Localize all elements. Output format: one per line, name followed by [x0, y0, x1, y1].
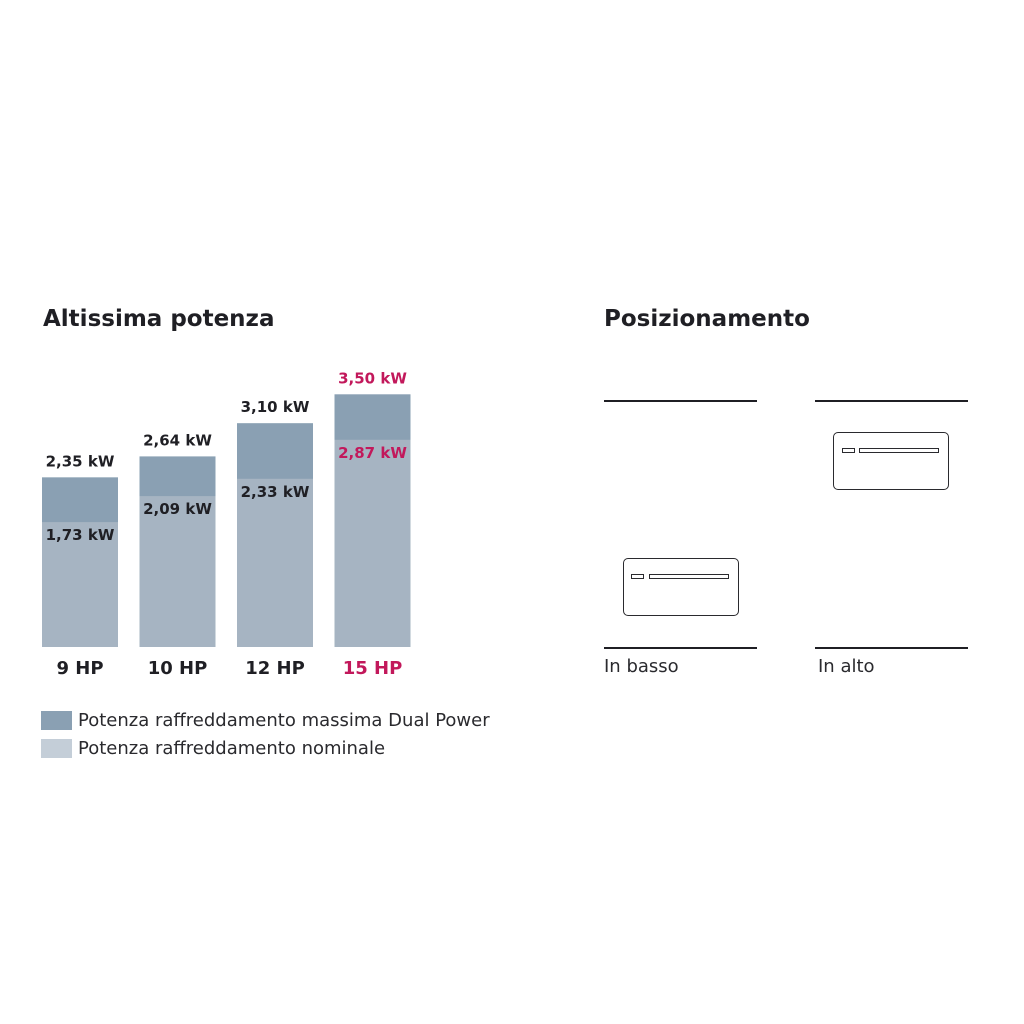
ceiling-line-bottom — [604, 400, 757, 402]
data-label-max-15-hp: 3,50 kW — [338, 369, 407, 387]
legend-label-max: Potenza raffreddamento massima Dual Powe… — [78, 709, 490, 731]
chart-legend: Potenza raffreddamento massima Dual Powe… — [41, 706, 490, 762]
unit-vent-icon — [649, 574, 729, 579]
bar-nominal-9-hp — [42, 522, 118, 647]
floor-line-bottom — [604, 647, 757, 649]
legend-item-max: Potenza raffreddamento massima Dual Powe… — [41, 706, 490, 734]
data-label-max-12-hp: 3,10 kW — [241, 398, 310, 416]
data-label-nominal-9-hp: 1,73 kW — [46, 526, 115, 544]
category-label-12-hp: 12 HP — [245, 658, 305, 679]
floor-line-top — [815, 647, 968, 649]
legend-item-nominal: Potenza raffreddamento nominale — [41, 734, 490, 762]
power-bar-chart: 2,35 kW 1,73 kW 9 HP 2,64 kW 2,09 kW 10 HP 3,1… — [42, 369, 411, 679]
data-label-max-10-hp: 2,64 kW — [143, 431, 212, 449]
legend-swatch-nominal — [41, 738, 72, 758]
positioning-title: Posizionamento — [604, 306, 810, 332]
bar-nominal-15-hp — [334, 439, 411, 647]
unit-display-icon — [631, 574, 644, 579]
data-label-nominal-12-hp: 2,33 kW — [241, 483, 310, 501]
bar-nominal-10-hp — [139, 496, 216, 647]
position-label-top: In alto — [818, 656, 875, 677]
category-label-10-hp: 10 HP — [148, 658, 208, 679]
data-label-nominal-10-hp: 2,09 kW — [143, 500, 212, 518]
position-label-bottom: In basso — [604, 656, 679, 677]
category-label-15-hp: 15 HP — [343, 658, 403, 679]
category-label-9-hp: 9 HP — [56, 658, 103, 679]
data-label-nominal-15-hp: 2,87 kW — [338, 444, 407, 462]
legend-swatch-max — [41, 710, 72, 730]
ac-unit-bottom-icon — [623, 558, 739, 616]
chart-title: Altissima potenza — [43, 306, 275, 332]
ac-unit-top-icon — [833, 432, 949, 490]
unit-vent-icon — [859, 448, 939, 453]
bar-nominal-12-hp — [237, 478, 313, 647]
data-label-max-9-hp: 2,35 kW — [46, 452, 115, 470]
ceiling-line-top — [815, 400, 968, 402]
unit-display-icon — [842, 448, 855, 453]
legend-label-nominal: Potenza raffreddamento nominale — [78, 737, 386, 759]
